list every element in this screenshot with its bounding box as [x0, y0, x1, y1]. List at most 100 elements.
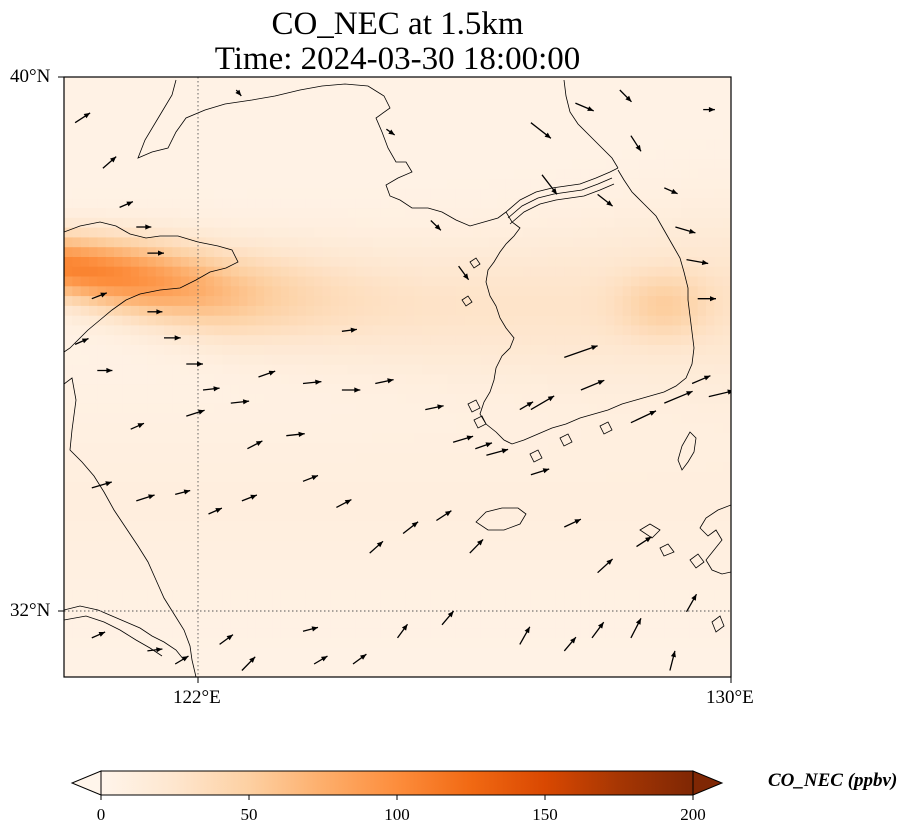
- co-field-cell: [372, 403, 382, 414]
- co-field-cell: [314, 657, 323, 668]
- co-field-cell: [672, 667, 682, 677]
- co-field-cell: [464, 461, 474, 473]
- co-field-cell: [205, 305, 215, 316]
- co-field-cell: [105, 540, 115, 551]
- co-field-cell: [447, 540, 457, 551]
- co-field-cell: [255, 80, 265, 91]
- co-field-cell: [572, 236, 582, 248]
- co-field-cell: [247, 295, 257, 306]
- co-field-cell: [480, 227, 490, 238]
- co-field-cell: [597, 168, 607, 179]
- co-field-cell: [580, 481, 590, 492]
- co-field-cell: [264, 637, 273, 649]
- co-field-cell: [572, 227, 582, 238]
- co-field-cell: [397, 579, 407, 590]
- co-field-cell: [464, 657, 474, 668]
- co-field-cell: [89, 168, 98, 179]
- co-field-cell: [430, 618, 440, 629]
- co-field-cell: [272, 549, 282, 561]
- co-field-cell: [347, 383, 357, 394]
- co-field-cell: [505, 305, 515, 316]
- co-field-cell: [239, 510, 248, 522]
- co-field-cell: [322, 139, 332, 150]
- co-field-cell: [539, 471, 549, 482]
- co-field-cell: [564, 403, 574, 414]
- co-field-cell: [631, 266, 640, 277]
- co-field-cell: [130, 608, 140, 619]
- co-field-cell: [514, 442, 524, 453]
- co-field-cell: [656, 90, 665, 101]
- co-field-cell: [722, 80, 731, 91]
- co-field-cell: [647, 246, 657, 257]
- co-field-cell: [597, 158, 607, 169]
- co-field-cell: [155, 452, 165, 463]
- co-field-cell: [614, 393, 624, 404]
- co-field-cell: [339, 510, 348, 522]
- co-field-cell: [522, 275, 532, 287]
- co-field-cell: [72, 109, 82, 120]
- co-field-cell: [105, 207, 115, 218]
- co-field-cell: [439, 158, 449, 169]
- co-field-cell: [497, 315, 507, 326]
- co-field-cell: [80, 275, 90, 287]
- co-field-cell: [330, 236, 340, 248]
- co-field-cell: [389, 139, 399, 150]
- co-field-cell: [272, 442, 282, 453]
- co-field-cell: [439, 481, 449, 492]
- co-field-cell: [589, 432, 599, 443]
- co-field-cell: [664, 227, 674, 238]
- co-field-cell: [80, 667, 90, 677]
- co-field-cell: [664, 412, 674, 424]
- co-field-cell: [80, 491, 90, 502]
- co-field-cell: [439, 569, 449, 580]
- co-field-cell: [564, 432, 574, 443]
- co-field-cell: [322, 364, 332, 375]
- co-field-cell: [189, 559, 198, 570]
- co-field-cell: [380, 139, 390, 150]
- co-field-cell: [539, 207, 549, 218]
- co-field-cell: [681, 295, 690, 306]
- co-field-cell: [580, 647, 590, 659]
- co-field-cell: [239, 520, 248, 531]
- co-field-cell: [622, 227, 632, 238]
- co-field-cell: [139, 354, 148, 365]
- co-field-cell: [355, 540, 365, 551]
- co-field-cell: [656, 285, 665, 297]
- co-field-cell: [522, 589, 532, 600]
- co-field-cell: [405, 637, 415, 649]
- co-field-cell: [189, 452, 198, 463]
- co-field-cell: [164, 559, 173, 570]
- co-field-cell: [330, 412, 340, 424]
- co-field-cell: [72, 461, 82, 473]
- co-field-cell: [664, 217, 674, 228]
- co-field-cell: [322, 657, 332, 668]
- co-field-cell: [272, 461, 282, 473]
- co-field-cell: [639, 589, 649, 600]
- co-field-cell: [464, 168, 474, 179]
- co-field-cell: [414, 207, 424, 218]
- co-field-cell: [489, 540, 499, 551]
- co-field-cell: [480, 109, 490, 120]
- co-field-cell: [439, 354, 449, 365]
- co-field-cell: [430, 285, 440, 297]
- co-field-cell: [372, 217, 382, 228]
- co-field-cell: [239, 667, 248, 677]
- co-field-cell: [355, 589, 365, 600]
- co-field-cell: [405, 256, 415, 267]
- co-field-cell: [314, 393, 323, 404]
- co-field-cell: [347, 364, 357, 375]
- co-field-cell: [505, 481, 515, 492]
- co-field-cell: [597, 305, 607, 316]
- co-field-cell: [589, 442, 599, 453]
- co-field-cell: [681, 178, 690, 189]
- co-field-cell: [264, 618, 273, 629]
- co-field-cell: [397, 80, 407, 91]
- co-field-cell: [464, 589, 474, 600]
- co-field-cell: [455, 373, 465, 385]
- co-field-cell: [447, 178, 457, 189]
- co-field-cell: [214, 236, 223, 248]
- co-field-cell: [422, 461, 432, 473]
- co-field-cell: [397, 559, 407, 570]
- co-field-cell: [472, 667, 482, 677]
- wind-vector: [130, 422, 145, 430]
